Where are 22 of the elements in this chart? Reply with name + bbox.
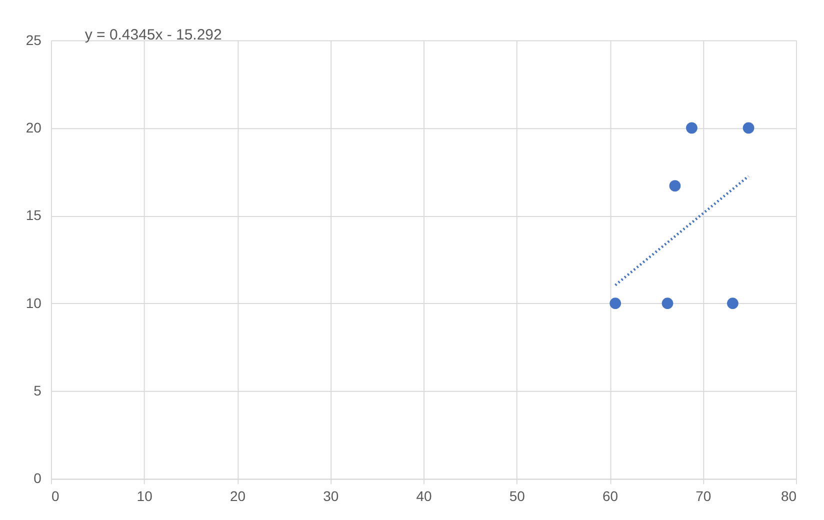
x-tick-label: 0 [51, 488, 60, 504]
x-tick-label: 50 [509, 488, 526, 504]
point [610, 298, 622, 310]
point [686, 122, 698, 134]
y-tick-label: 10 [26, 294, 42, 311]
x-tick-label: 20 [230, 488, 246, 504]
point [662, 298, 674, 310]
point [742, 122, 754, 134]
point [669, 180, 681, 192]
x-tick-label: 80 [780, 488, 797, 504]
x-tick-label: 30 [323, 488, 339, 504]
x-tick-label: 70 [696, 488, 712, 504]
x-tick-label: 40 [416, 488, 432, 504]
y-tick-label: 0 [34, 470, 42, 486]
y-tick-label: 5 [34, 382, 42, 399]
y-tick-label: 20 [26, 119, 42, 136]
annotation: y = 0.4345x - 15.292 [84, 26, 222, 44]
x-tick-label: 60 [602, 488, 618, 504]
x-tick-label: 10 [136, 488, 153, 504]
y-tick-label: 15 [26, 207, 42, 224]
y-tick-label: 25 [26, 32, 42, 48]
point [727, 298, 738, 310]
